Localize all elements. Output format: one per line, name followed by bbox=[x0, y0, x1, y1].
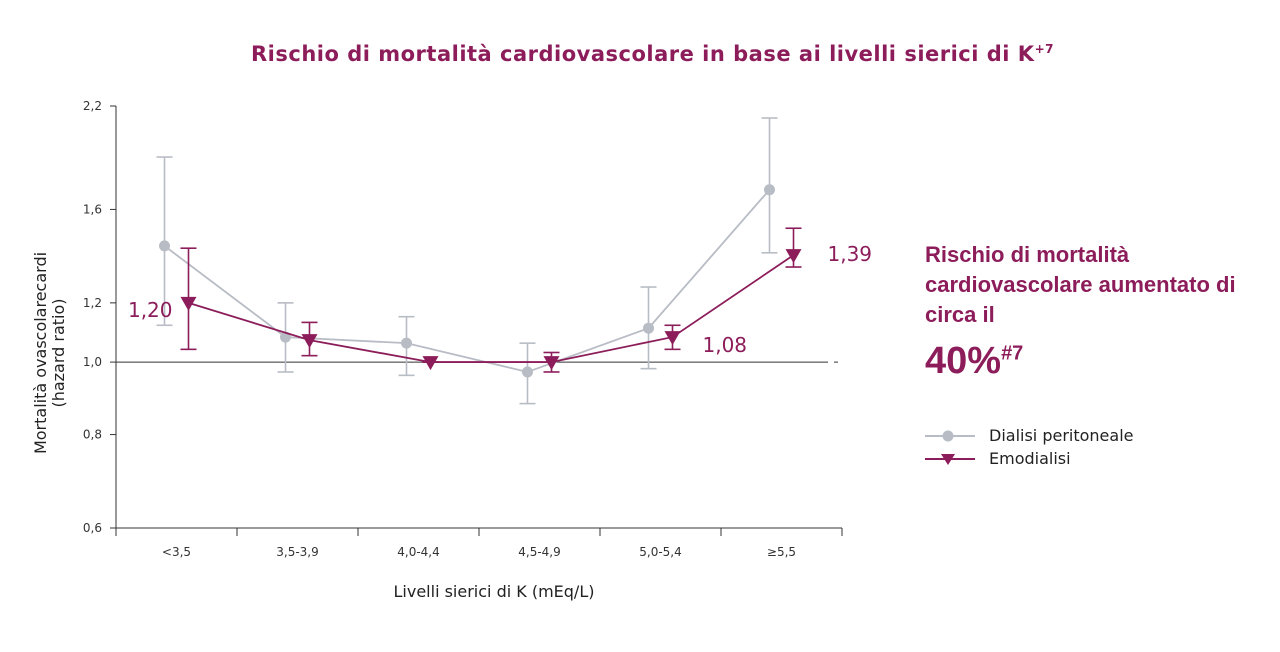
callout-percentage: 40% bbox=[925, 340, 1002, 382]
series-line bbox=[163, 189, 771, 373]
data-point bbox=[643, 322, 654, 334]
y-axis-label: Mortalità ovascolarecardi bbox=[31, 252, 50, 454]
legend: Dialisi peritoneale Emodialisi bbox=[925, 424, 1134, 470]
y-tick-label: 1,6 bbox=[83, 202, 102, 216]
data-label: 1,20 bbox=[128, 298, 173, 322]
data-point bbox=[422, 356, 439, 371]
callout-value-superscript: #7 bbox=[1001, 342, 1024, 365]
data-point bbox=[522, 366, 533, 378]
legend-item-dialisi-peritoneale: Dialisi peritoneale bbox=[925, 424, 1134, 447]
y-tick-label: 0,6 bbox=[83, 521, 102, 535]
x-axis-label: Livelli sierici di K (mEq/L) bbox=[394, 582, 595, 601]
series-line bbox=[188, 254, 795, 363]
triangle-down-marker-icon bbox=[925, 453, 975, 465]
data-point bbox=[785, 249, 802, 264]
data-point bbox=[543, 356, 560, 371]
x-tick-label: 5,0-5,4 bbox=[639, 545, 682, 559]
data-point bbox=[764, 184, 775, 196]
risk-callout: Rischio di mortalità cardiovascolare aum… bbox=[925, 240, 1265, 383]
chart-title-superscript: +7 bbox=[1034, 42, 1054, 56]
y-tick-label: 1,2 bbox=[83, 296, 102, 310]
x-tick-label: 3,5-3,9 bbox=[276, 545, 319, 559]
legend-label: Dialisi peritoneale bbox=[989, 426, 1134, 445]
data-label: 1,39 bbox=[828, 242, 873, 266]
circle-marker-icon bbox=[925, 430, 975, 441]
y-tick-label: 1,0 bbox=[83, 355, 102, 369]
data-point bbox=[664, 331, 681, 346]
data-point bbox=[180, 296, 197, 311]
y-axis-label: (hazard ratio) bbox=[49, 298, 68, 407]
x-tick-label: 4,0-4,4 bbox=[397, 545, 440, 559]
chart-title-text: Rischio di mortalità cardiovascolare in … bbox=[251, 42, 1035, 66]
data-point bbox=[301, 334, 318, 349]
callout-value: 40%#7 bbox=[925, 340, 1265, 383]
y-tick-label: 2,2 bbox=[83, 99, 102, 113]
legend-label: Emodialisi bbox=[989, 449, 1071, 468]
callout-text: Rischio di mortalità cardiovascolare aum… bbox=[925, 242, 1236, 327]
x-tick-label: ≥5,5 bbox=[767, 545, 796, 559]
data-point bbox=[159, 240, 170, 252]
data-label: 1,08 bbox=[703, 333, 748, 357]
x-tick-label: 4,5-4,9 bbox=[518, 545, 561, 559]
legend-item-emodialisi: Emodialisi bbox=[925, 447, 1134, 470]
chart-title: Rischio di mortalità cardiovascolare in … bbox=[0, 42, 1280, 66]
data-point bbox=[401, 337, 412, 349]
x-tick-label: <3,5 bbox=[162, 545, 191, 559]
y-tick-label: 0,8 bbox=[83, 428, 102, 442]
